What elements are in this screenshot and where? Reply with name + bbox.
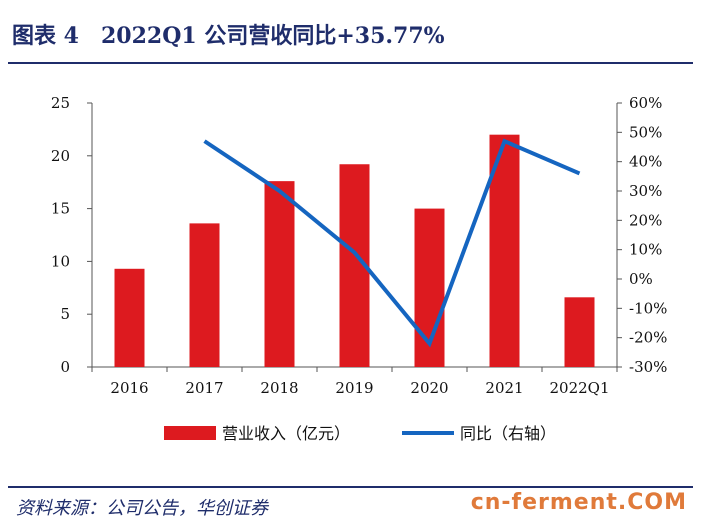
- left-tick-label: 0: [60, 358, 70, 376]
- source-note: 资料来源：公司公告，华创证券: [16, 498, 268, 519]
- revenue-bar: [264, 181, 295, 367]
- right-tick-label: 10%: [629, 241, 662, 259]
- revenue-yoy-chart: 0 5 10 15 20 25 -30% -20% -10% 0% 10% 20% 30% 40% 50% 6…: [51, 94, 668, 443]
- right-tick-label: 40%: [629, 153, 662, 171]
- right-tick-label: -10%: [629, 299, 667, 317]
- right-tick-label: 20%: [629, 211, 662, 229]
- yoy-line: [203, 138, 581, 348]
- left-tick-label: 5: [60, 305, 70, 323]
- revenue-bar: [189, 223, 220, 367]
- watermark-text: cn-ferment.COM: [470, 490, 687, 515]
- revenue-bar: [114, 268, 145, 367]
- title-rule: [8, 62, 693, 64]
- figure-title: 图表 4 2022Q1 公司营收同比+35.77%: [12, 23, 445, 49]
- left-tick-label: 20: [51, 147, 70, 165]
- right-tick-label: 0%: [629, 270, 653, 288]
- left-tick-label: 15: [51, 200, 70, 218]
- left-tick-label: 25: [51, 94, 70, 112]
- x-tick-label: 2020: [410, 379, 448, 397]
- x-tick-label: 2019: [335, 379, 373, 397]
- x-tick-label: 2022Q1: [549, 379, 609, 397]
- right-tick-label: 30%: [629, 182, 662, 200]
- x-tick-label: 2017: [185, 379, 223, 397]
- x-tick-label: 2016: [110, 379, 148, 397]
- right-tick-label: -20%: [629, 329, 667, 347]
- right-tick-label: 50%: [629, 123, 662, 141]
- right-tick-label: -30%: [629, 358, 667, 376]
- left-tick-label: 10: [51, 252, 70, 270]
- legend-line-label: 同比（右轴）: [460, 424, 556, 443]
- legend-bar-swatch: [164, 426, 216, 440]
- right-tick-label: 60%: [629, 94, 662, 112]
- legend-bar-label: 营业收入（亿元）: [222, 424, 350, 443]
- x-tick-label: 2021: [485, 379, 523, 397]
- x-tick-label: 2018: [260, 379, 298, 397]
- footer-rule: [8, 486, 693, 488]
- revenue-bar: [564, 297, 595, 367]
